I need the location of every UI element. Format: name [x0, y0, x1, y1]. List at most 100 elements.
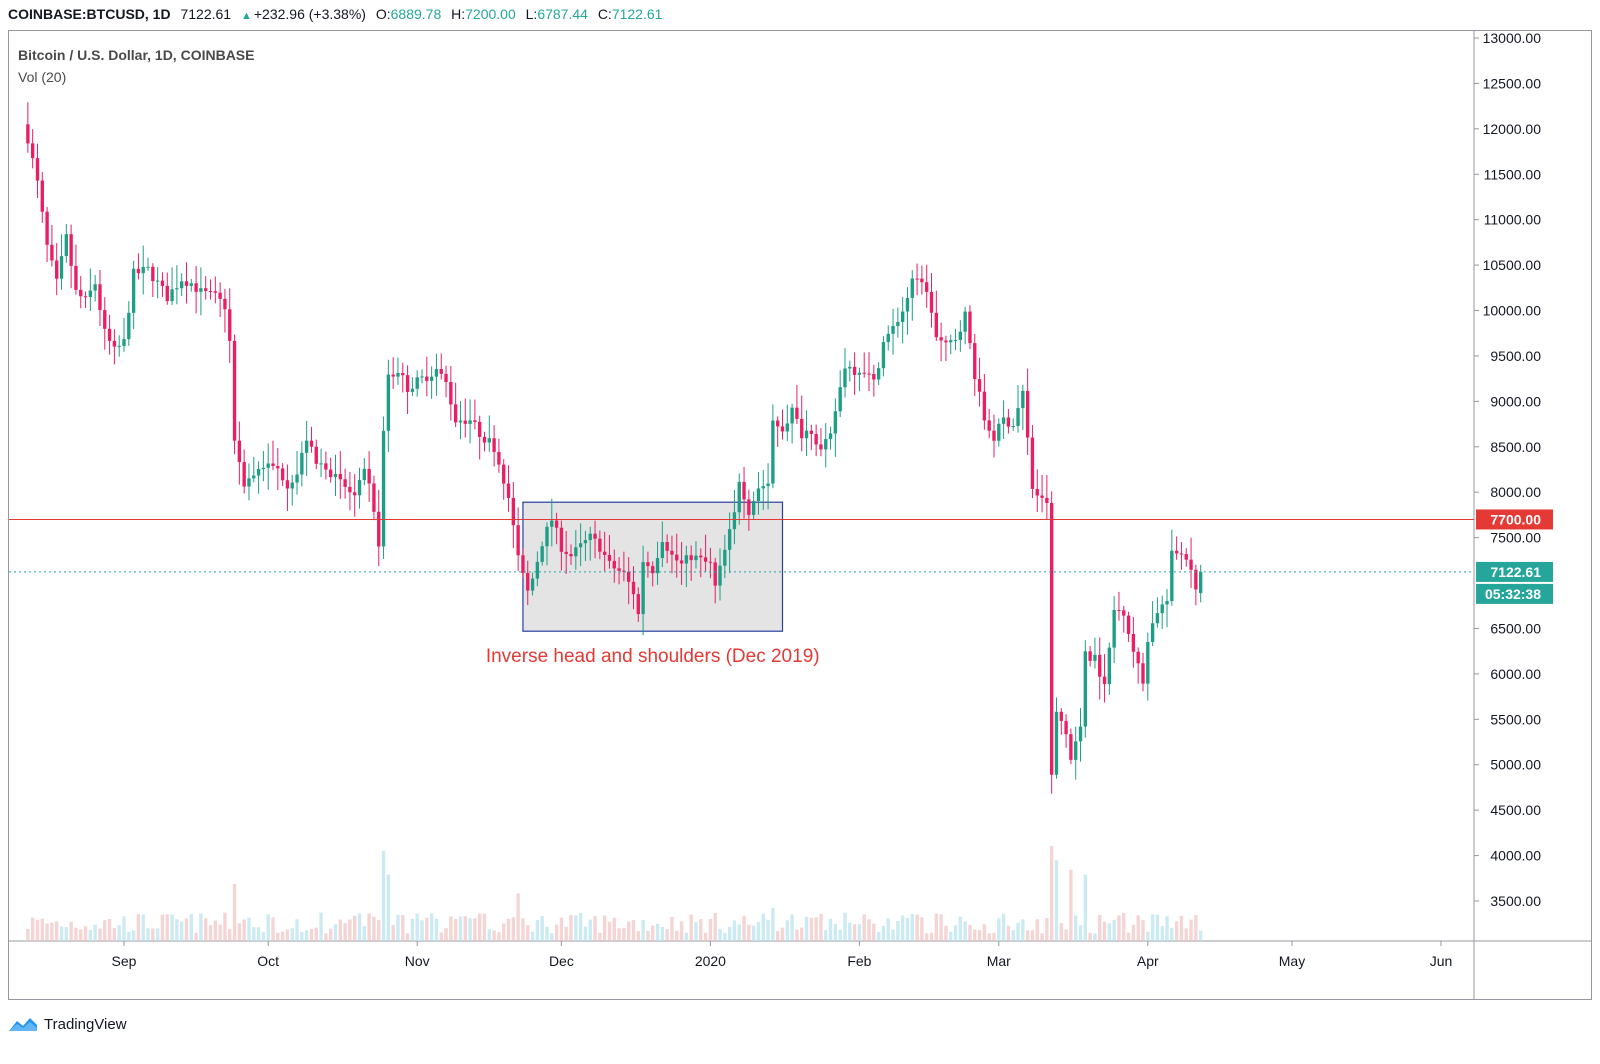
- candle-body: [857, 372, 862, 375]
- candle-body: [564, 551, 568, 554]
- brand[interactable]: TradingView: [8, 1012, 127, 1036]
- candle-body: [1035, 488, 1039, 496]
- volume-bar: [641, 919, 645, 941]
- candle-body: [588, 533, 592, 541]
- volume-bar: [1011, 930, 1015, 941]
- candle-body: [977, 379, 982, 392]
- volume-bar: [453, 918, 458, 941]
- x-tick-label: Apr: [1137, 953, 1159, 969]
- volume-bar: [785, 920, 789, 941]
- volume-bar: [905, 917, 910, 941]
- volume-bar: [338, 919, 342, 941]
- volume-bar: [708, 918, 713, 941]
- candle-body: [458, 420, 463, 423]
- volume-legend[interactable]: Vol (20): [18, 69, 67, 85]
- volume-bar: [434, 918, 439, 941]
- volume-bar: [1030, 930, 1035, 941]
- volume-bar: [1035, 919, 1039, 941]
- candle-body: [521, 555, 525, 573]
- volume-bar: [1107, 923, 1112, 941]
- volume-bar: [723, 932, 727, 941]
- volume-bar: [88, 929, 93, 941]
- volume-bar: [405, 933, 410, 941]
- volume-bar: [175, 919, 179, 941]
- y-tick-label: 11500.00: [1484, 166, 1542, 182]
- volume-bar: [1131, 924, 1136, 941]
- volume-bar: [530, 931, 535, 941]
- volume-bar: [554, 924, 559, 941]
- volume-bar: [122, 916, 126, 941]
- y-tick-label: 9500.00: [1490, 348, 1541, 364]
- candle-body: [83, 296, 88, 298]
- candle-body: [362, 468, 367, 481]
- volume-bar: [809, 917, 814, 941]
- volume-bar: [98, 928, 102, 941]
- candle-body: [1064, 720, 1068, 735]
- volume-bar: [136, 914, 141, 941]
- candle-body: [429, 376, 434, 381]
- candle-body: [1107, 647, 1112, 685]
- candle-body: [920, 278, 924, 283]
- volume-bar: [550, 933, 554, 941]
- volume-bar: [780, 927, 785, 941]
- volume-bar: [891, 929, 895, 941]
- y-tick-label: 12500.00: [1483, 75, 1542, 91]
- volume-bar: [458, 916, 463, 941]
- y-tick-label: 8000.00: [1490, 484, 1541, 500]
- candle-body: [506, 483, 511, 498]
- volume-bar: [377, 920, 381, 941]
- candle-body: [800, 418, 804, 439]
- candle-body: [631, 581, 636, 595]
- candle-body: [343, 479, 347, 487]
- volume-bar: [857, 924, 862, 941]
- candle-body: [511, 497, 516, 526]
- candle-body: [915, 278, 919, 280]
- candle-body: [814, 433, 818, 445]
- candle-body: [843, 368, 847, 388]
- candle-body: [838, 387, 842, 412]
- volume-bar: [271, 917, 275, 941]
- volume-bar: [751, 925, 756, 941]
- symbol-name[interactable]: COINBASE:BTCUSD, 1D: [8, 6, 171, 22]
- candle-body: [98, 284, 102, 311]
- candle-body: [59, 256, 64, 279]
- candle-body: [482, 436, 487, 443]
- x-tick-label: Nov: [405, 953, 430, 969]
- close-value: 7122.61: [611, 6, 663, 22]
- candle-body: [155, 280, 160, 282]
- volume-bar: [295, 919, 299, 941]
- legend-title[interactable]: Bitcoin / U.S. Dollar, 1D, COINBASE: [18, 47, 255, 63]
- candle-body: [35, 158, 40, 181]
- volume-bar: [915, 914, 919, 941]
- volume-bar: [737, 924, 741, 941]
- candle-body: [905, 297, 910, 312]
- volume-bar: [953, 925, 958, 941]
- candle-body: [1083, 651, 1087, 727]
- candle-body: [497, 451, 501, 465]
- x-tick-label: Dec: [549, 953, 574, 969]
- volume-bar: [93, 924, 97, 941]
- candle-body: [612, 560, 616, 569]
- candle-body: [199, 288, 203, 292]
- candle-body: [151, 266, 155, 282]
- candle-body: [405, 375, 410, 392]
- candle-body: [747, 499, 751, 515]
- volume-bar: [622, 928, 626, 941]
- y-tick-label: 5500.00: [1490, 711, 1541, 727]
- volume-bar: [50, 922, 54, 941]
- volume-bar: [1146, 931, 1150, 941]
- candle-body: [386, 374, 391, 431]
- candle-body: [992, 430, 996, 441]
- pattern-annotation: Inverse head and shoulders (Dec 2019): [486, 646, 820, 667]
- candle-body: [530, 578, 535, 591]
- candle-body: [934, 312, 938, 338]
- candle-body: [391, 374, 395, 377]
- volume-bar: [103, 920, 107, 941]
- volume-bar: [386, 874, 391, 941]
- volume-bar: [247, 917, 251, 941]
- candle-body: [232, 340, 237, 441]
- candle-body: [1045, 497, 1049, 504]
- volume-bar: [651, 925, 655, 941]
- volume-bar: [74, 927, 78, 941]
